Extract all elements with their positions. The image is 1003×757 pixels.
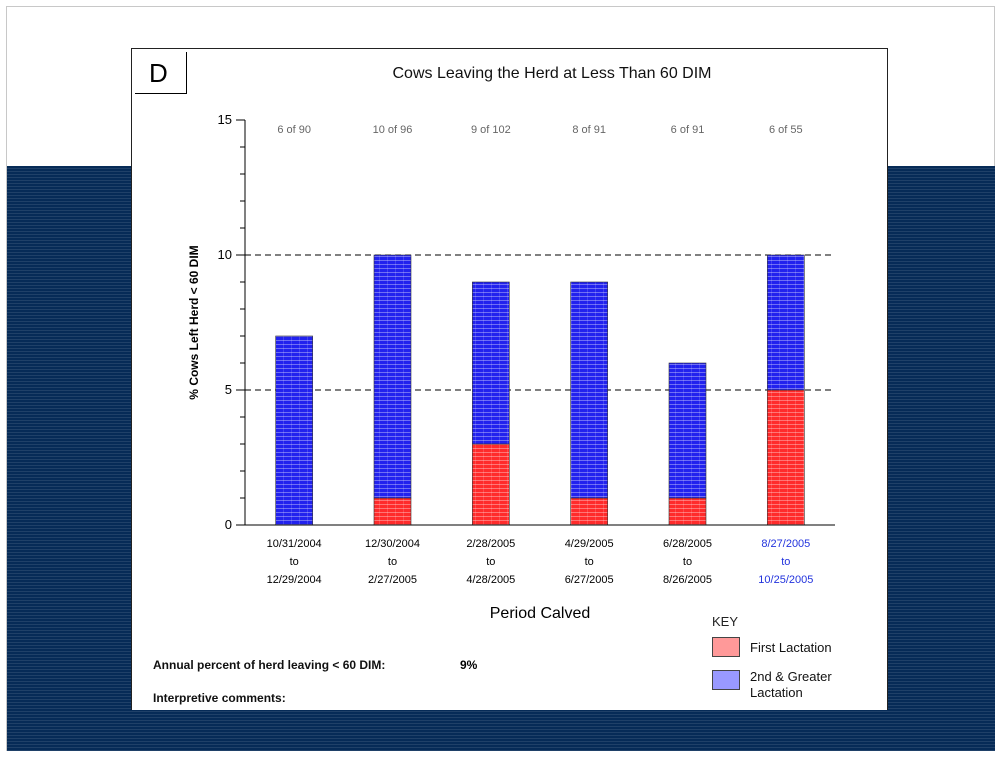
y-tick-label: 15	[218, 112, 232, 127]
key-label-first-lactation: First Lactation	[750, 640, 832, 655]
bar-segment	[767, 254, 805, 391]
interpretive-comments-label: Interpretive comments:	[153, 691, 286, 705]
x-tick-label: 6/27/2005	[565, 574, 614, 586]
key-title: KEY	[712, 614, 739, 629]
x-tick-label: 2/28/2005	[466, 538, 515, 550]
background-band-bottom	[131, 710, 888, 751]
panel-letter: D	[135, 52, 187, 94]
x-tick-label: 4/29/2005	[565, 538, 614, 550]
key-swatch-second-lactation	[712, 670, 740, 690]
bar-segment	[767, 389, 805, 526]
annual-percent-value: 9%	[460, 658, 478, 672]
annual-percent-label: Annual percent of herd leaving < 60 DIM:	[153, 658, 386, 672]
key-label-second-lactation: 2nd & Greater Lactation	[750, 669, 832, 700]
x-tick-label: to	[683, 556, 692, 568]
count-label: 10 of 96	[373, 124, 413, 136]
y-axis-label: % Cows Left Herd < 60 DIM	[187, 245, 201, 399]
bar-segment	[373, 497, 412, 526]
count-label: 6 of 91	[671, 124, 705, 136]
bar-segment	[668, 362, 707, 499]
x-tick-label: 12/30/2004	[365, 538, 420, 550]
x-tick-label: to	[781, 556, 790, 568]
x-tick-label: 10/31/2004	[267, 538, 322, 550]
count-label: 6 of 55	[769, 124, 803, 136]
bar-segment	[668, 497, 707, 526]
count-label: 8 of 91	[572, 124, 606, 136]
background-band-left	[7, 166, 131, 751]
x-tick-label: 2/27/2005	[368, 574, 417, 586]
y-tick-label: 10	[218, 247, 232, 262]
x-tick-label: to	[486, 556, 495, 568]
x-tick-label: 6/28/2005	[663, 538, 712, 550]
x-tick-label: to	[388, 556, 397, 568]
y-tick-label: 5	[225, 382, 232, 397]
chart-title: Cows Leaving the Herd at Less Than 60 DI…	[392, 65, 712, 82]
x-tick-label: 12/29/2004	[267, 574, 322, 586]
bar-segment	[570, 497, 608, 526]
x-tick-label: 4/28/2005	[466, 574, 515, 586]
x-tick-label: 8/27/2005	[761, 538, 810, 550]
background-band-right	[888, 166, 995, 751]
count-label: 6 of 90	[277, 124, 311, 136]
x-tick-label: to	[290, 556, 299, 568]
count-label: 9 of 102	[471, 124, 511, 136]
x-tick-label: 10/25/2005	[758, 574, 813, 586]
x-tick-label: to	[585, 556, 594, 568]
key-swatch-first-lactation	[712, 637, 740, 657]
bar-segment	[275, 335, 313, 526]
x-tick-label: 8/26/2005	[663, 574, 712, 586]
stacked-bar-chart: 0 5 10 15 6 of 90 10/31/2004 to 12/29/2004 10 of…	[187, 112, 835, 622]
y-tick-label: 0	[225, 517, 232, 532]
chart-card: D Cows Leaving the Herd at Less Than 60 …	[131, 48, 888, 710]
bar-segment	[472, 443, 510, 526]
bar-segment	[472, 281, 510, 445]
bar-segment	[570, 281, 608, 499]
bar-segment	[373, 254, 412, 499]
x-axis-label: Period Calved	[490, 605, 591, 622]
